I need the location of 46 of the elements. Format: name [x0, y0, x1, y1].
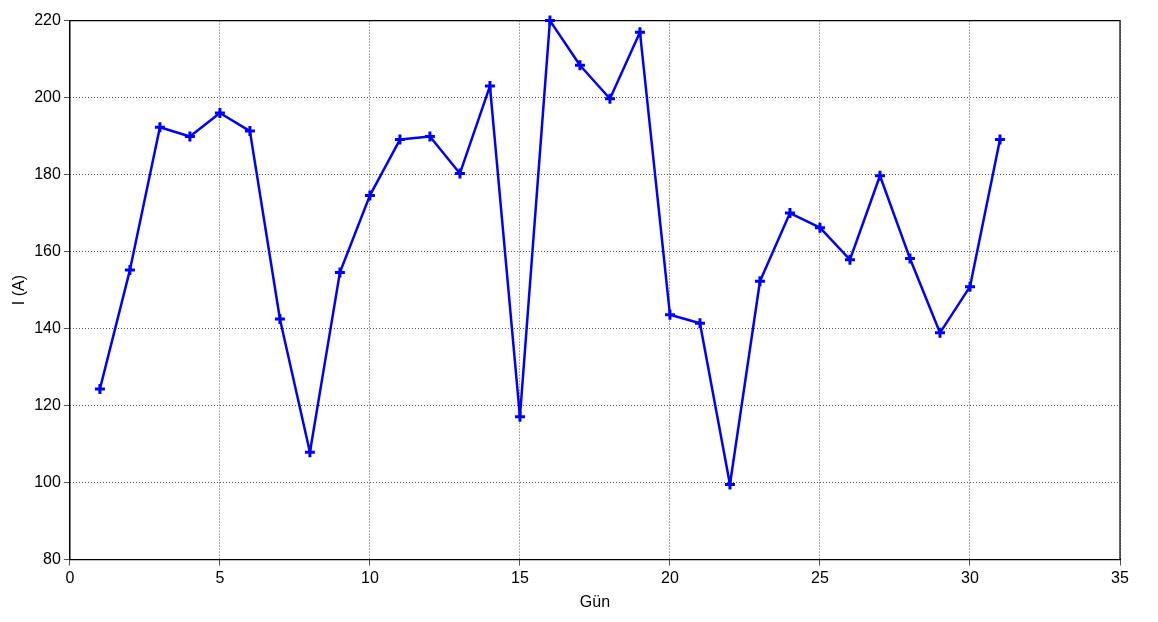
- y-tick-label: 200: [34, 88, 61, 106]
- point: [363, 188, 377, 202]
- y-tick-label: 180: [34, 165, 61, 183]
- point: [783, 206, 797, 220]
- x-tick-label: 15: [511, 568, 529, 586]
- y-tick-label: 160: [34, 242, 61, 260]
- point: [753, 274, 767, 288]
- x-tick-label: 0: [65, 568, 75, 586]
- y-tick-label: 100: [34, 473, 61, 491]
- point: [723, 478, 737, 492]
- point: [843, 253, 857, 267]
- point: [153, 120, 167, 134]
- x-tick-label: 25: [811, 568, 829, 586]
- x-tick-label: 35: [1111, 568, 1129, 586]
- point: [873, 169, 887, 183]
- point: [693, 316, 707, 330]
- x-tick-label: 5: [215, 568, 225, 586]
- point: [573, 58, 587, 72]
- point: [423, 129, 437, 143]
- point: [183, 129, 197, 143]
- x-tick-label: 10: [361, 568, 379, 586]
- point: [453, 166, 467, 180]
- point: [393, 133, 407, 147]
- point: [213, 106, 227, 120]
- point: [483, 79, 497, 93]
- point: [333, 265, 347, 279]
- x-tick-label: 30: [961, 568, 979, 586]
- point: [903, 252, 917, 266]
- y-axis-title: I (A): [10, 274, 28, 306]
- point: [663, 308, 677, 322]
- y-tick-label: 140: [34, 319, 61, 337]
- point: [933, 326, 947, 340]
- point: [603, 92, 617, 106]
- point: [813, 221, 827, 235]
- point: [543, 14, 557, 28]
- x-tick-label: 20: [661, 568, 679, 586]
- point: [513, 410, 527, 424]
- x-axis-title: Gün: [579, 592, 611, 610]
- point: [123, 263, 137, 277]
- point: [633, 25, 647, 39]
- y-tick-label: 80: [43, 550, 61, 568]
- point: [243, 124, 257, 138]
- y-tick-label: 120: [34, 396, 61, 414]
- y-tick-label: 220: [34, 11, 61, 29]
- point: [273, 312, 287, 326]
- point: [963, 280, 977, 294]
